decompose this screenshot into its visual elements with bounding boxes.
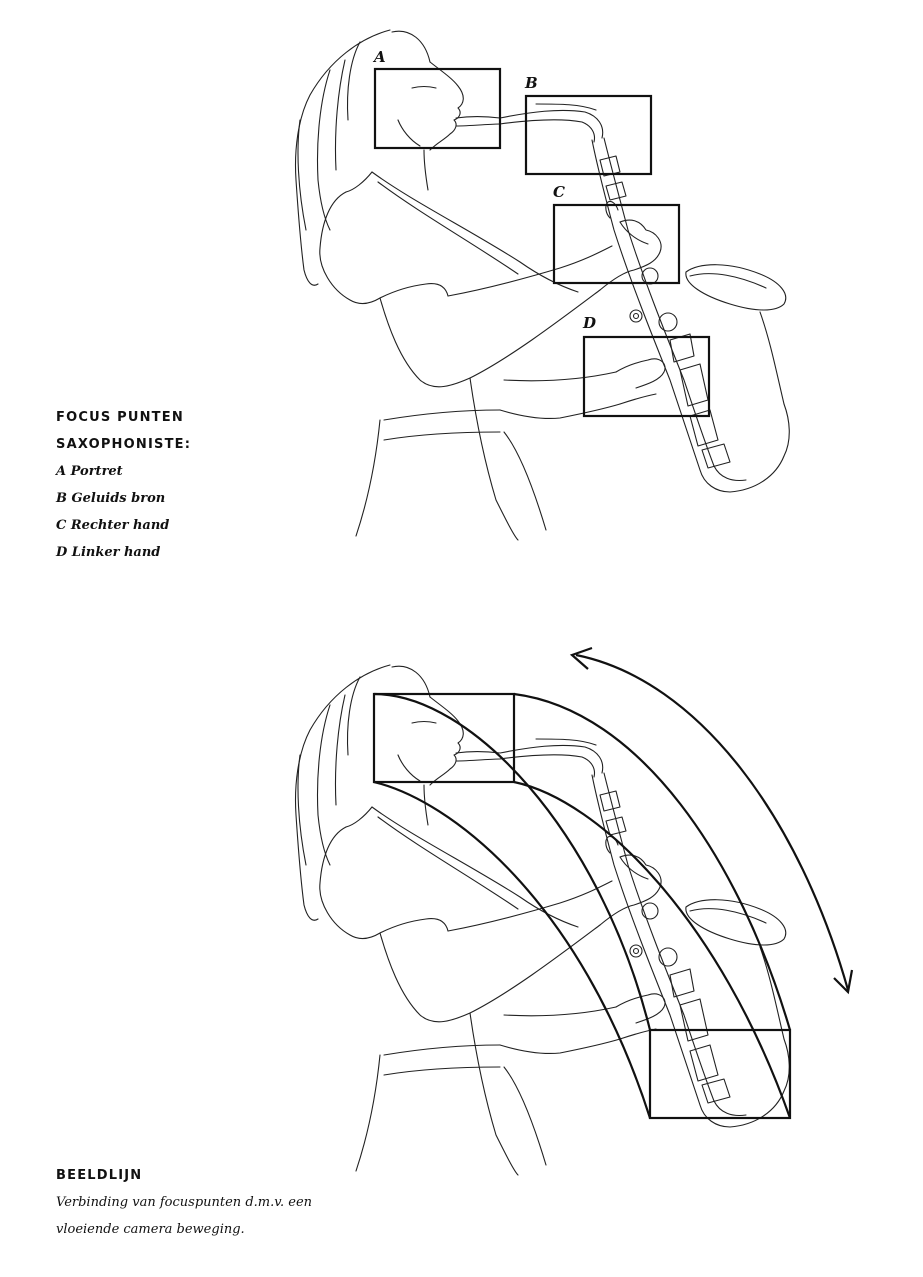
legend-item-b: B Geluids bron xyxy=(56,491,166,506)
focus-label-c: C xyxy=(553,183,565,201)
beeldlijn-text-line2: vloeiende camera beweging. xyxy=(56,1222,245,1237)
focus-label-d: D xyxy=(582,314,596,332)
focus-label-b: B xyxy=(524,74,538,92)
legend-item-a: A Portret xyxy=(56,464,123,479)
focus-box-d: D xyxy=(582,314,711,418)
movement-arrow xyxy=(569,646,854,995)
beeldlijn-text-line1: Verbinding van focuspunten d.m.v. een xyxy=(56,1195,313,1210)
focus-label-a: A xyxy=(372,48,386,66)
focus-points-legend: FOCUS PUNTEN SAXOPHONISTE: A Portret B G… xyxy=(56,404,296,566)
legend-heading-line1: FOCUS PUNTEN xyxy=(56,410,184,425)
focus-box-b: B xyxy=(524,74,653,176)
focus-box-a: A xyxy=(372,48,502,150)
legend-item-d: D Linker hand xyxy=(56,545,161,560)
focus-box-c: C xyxy=(552,183,681,285)
legend-heading-line2: SAXOPHONISTE: xyxy=(56,437,192,452)
legend-item-c: C Rechter hand xyxy=(56,518,170,533)
beeldlijn-caption: BEELDLIJN Verbinding van focuspunten d.m… xyxy=(56,1162,386,1243)
camera-path xyxy=(372,692,792,1120)
saxophonist-top xyxy=(294,29,790,541)
saxophonist-bottom xyxy=(294,664,790,1176)
beeldlijn-heading: BEELDLIJN xyxy=(56,1168,143,1183)
